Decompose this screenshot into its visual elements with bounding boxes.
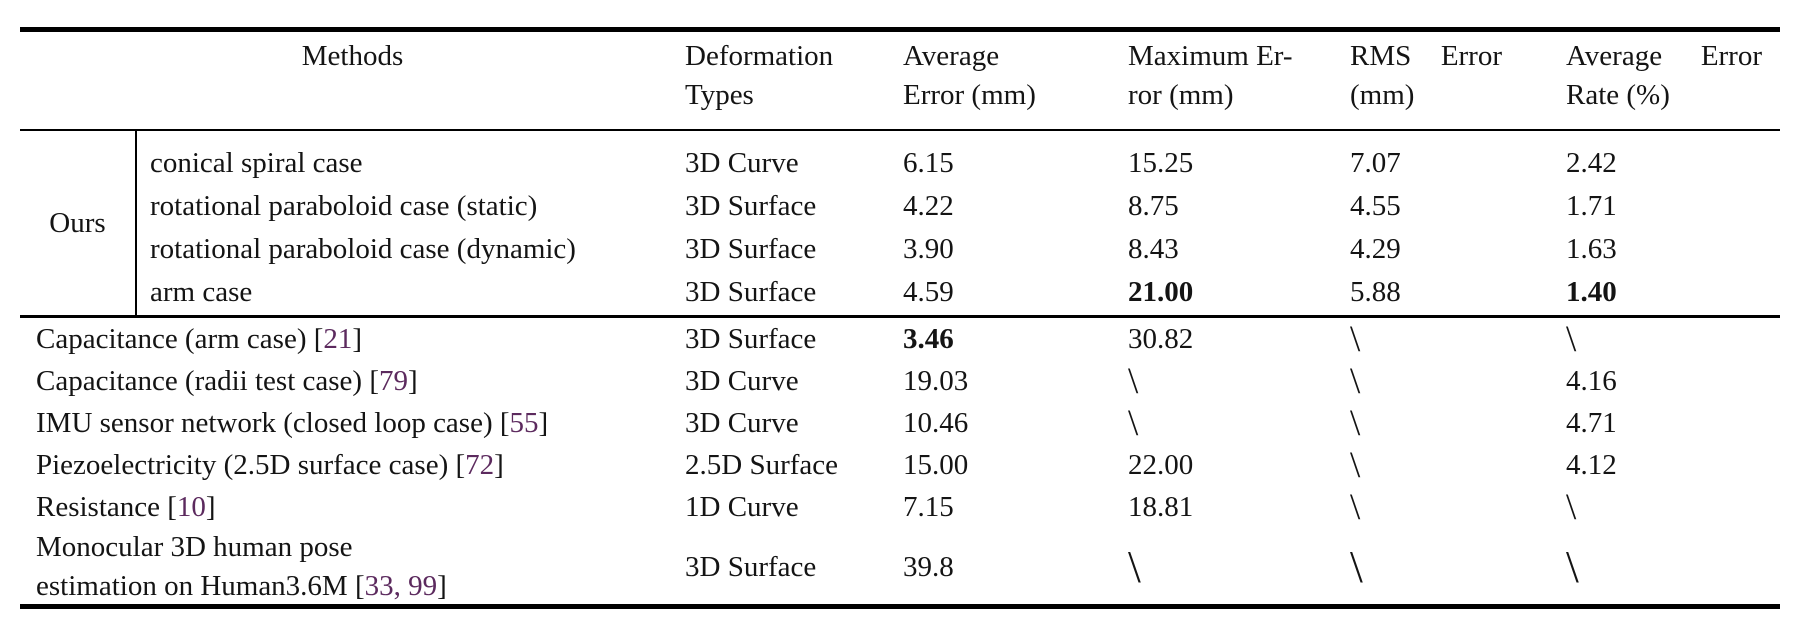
average-error-cell: 4.59	[903, 276, 954, 308]
ours-group-divider	[135, 131, 137, 316]
maximum-error-cell: 30.82	[1128, 322, 1194, 355]
method-cell: Resistance [10]	[36, 490, 216, 523]
method-line-1: Monocular 3D human pose	[36, 531, 353, 563]
average-error-cell: 3.90	[903, 233, 954, 265]
rms-error-cell: 7.07	[1350, 147, 1401, 179]
citation-link[interactable]: 55	[509, 406, 539, 439]
average-error-cell: 3.46	[903, 322, 954, 355]
average-error-cell: 10.46	[903, 406, 969, 439]
deformation-cell: 3D Surface	[685, 276, 817, 308]
maximum-error-cell: 15.25	[1128, 147, 1194, 179]
deformation-cell: 3D Surface	[685, 550, 817, 583]
average-error-rate-cell: 1.71	[1566, 190, 1617, 222]
table-row: Monocular 3D human pose estimation on Hu…	[20, 528, 1780, 604]
method-cell: arm case	[150, 276, 253, 308]
average-error-rate-cell: 1.63	[1566, 233, 1617, 265]
table-row: IMU sensor network (closed loop case) [5…	[20, 402, 1780, 444]
average-error-rate-cell: \	[1566, 318, 1577, 360]
method-cell: conical spiral case	[150, 147, 363, 179]
ours-group-rows: conical spiral case 3D Curve 6.15 15.25 …	[135, 142, 1780, 314]
table-row: Capacitance (arm case) [21] 3D Surface 3…	[20, 318, 1780, 360]
citation-link[interactable]: 33, 99	[364, 570, 438, 602]
method-cell: Monocular 3D human pose estimation on Hu…	[20, 528, 685, 606]
table-row: Piezoelectricity (2.5D surface case) [72…	[20, 444, 1780, 486]
maximum-error-cell: 8.43	[1128, 233, 1179, 265]
average-error-rate-cell: 2.42	[1566, 147, 1617, 179]
maximum-error-cell: 8.75	[1128, 190, 1179, 222]
average-error-cell: 19.03	[903, 364, 969, 397]
method-cell: Capacitance (radii test case) [79]	[36, 364, 418, 397]
average-error-cell: 6.15	[903, 147, 954, 179]
rms-error-cell: \	[1350, 444, 1361, 486]
bottom-rule	[20, 604, 1780, 609]
rms-error-cell: \	[1350, 318, 1361, 360]
method-line-2: estimation on Human3.6M [33, 99]	[36, 570, 447, 602]
col-header-deformation-types: Deformation Types	[685, 40, 834, 111]
citation-link[interactable]: 10	[176, 490, 206, 523]
average-error-cell: 7.15	[903, 490, 954, 523]
average-error-cell: 15.00	[903, 448, 969, 481]
top-rule	[20, 27, 1780, 32]
method-cell: rotational paraboloid case (dynamic)	[150, 233, 576, 265]
method-cell: Piezoelectricity (2.5D surface case) [72…	[36, 448, 504, 481]
table-row: Capacitance (radii test case) [79] 3D Cu…	[20, 360, 1780, 402]
rms-error-cell: 4.29	[1350, 233, 1401, 265]
average-error-cell: 4.22	[903, 190, 954, 222]
average-error-rate-cell: 4.12	[1566, 448, 1617, 481]
average-error-rate-cell: \	[1566, 541, 1579, 592]
maximum-error-cell: 18.81	[1128, 490, 1194, 523]
col-header-methods: Methods	[20, 37, 685, 115]
col-header-maximum-error: Maximum Er- ror (mm)	[1128, 40, 1293, 111]
maximum-error-cell: 22.00	[1128, 448, 1194, 481]
rms-error-cell: \	[1350, 486, 1361, 528]
baseline-methods-section: Capacitance (arm case) [21] 3D Surface 3…	[20, 318, 1780, 604]
average-error-rate-cell: 4.16	[1566, 364, 1617, 397]
citation-link[interactable]: 79	[378, 364, 408, 397]
rms-error-cell: \	[1350, 402, 1361, 444]
header-rule	[20, 129, 1780, 131]
average-error-rate-cell: 1.40	[1566, 276, 1617, 308]
ours-group-section: Ours conical spiral case 3D Curve 6.15 1…	[20, 131, 1780, 316]
average-error-rate-cell: \	[1566, 486, 1577, 528]
rms-error-cell: \	[1350, 541, 1363, 592]
citation-link[interactable]: 72	[465, 448, 495, 481]
method-cell: Capacitance (arm case) [21]	[36, 322, 363, 355]
method-cell: IMU sensor network (closed loop case) [5…	[36, 406, 549, 439]
ours-group-label: Ours	[49, 207, 106, 239]
average-error-cell: 39.8	[903, 550, 954, 583]
deformation-cell: 3D Curve	[685, 406, 799, 439]
col-header-average-error: Average Error (mm)	[903, 40, 1036, 111]
col-header-methods-label: Methods	[301, 40, 404, 72]
col-header-rms-error: RMS Error (mm)	[1350, 40, 1502, 111]
maximum-error-cell: 21.00	[1128, 276, 1194, 308]
col-header-average-error-rate: Average Error Rate (%)	[1566, 40, 1762, 111]
table-row: Resistance [10] 1D Curve 7.15 18.81 \ \	[20, 486, 1780, 528]
rms-error-cell: \	[1350, 360, 1361, 402]
method-cell: rotational paraboloid case (static)	[150, 190, 538, 222]
deformation-cell: 3D Curve	[685, 147, 799, 179]
citation-link[interactable]: 21	[323, 322, 353, 355]
rms-error-cell: 4.55	[1350, 190, 1401, 222]
average-error-rate-cell: 4.71	[1566, 406, 1617, 439]
maximum-error-cell: \	[1128, 402, 1139, 444]
maximum-error-cell: \	[1128, 541, 1141, 592]
maximum-error-cell: \	[1128, 360, 1139, 402]
deformation-cell: 3D Surface	[685, 233, 817, 265]
rms-error-cell: 5.88	[1350, 276, 1401, 308]
deformation-cell: 1D Curve	[685, 490, 799, 523]
table-header: Methods Deformation Types Average Error …	[20, 37, 1780, 115]
deformation-cell: 2.5D Surface	[685, 448, 839, 481]
deformation-cell: 3D Curve	[685, 364, 799, 397]
mid-rule	[20, 315, 1780, 318]
deformation-cell: 3D Surface	[685, 190, 817, 222]
deformation-cell: 3D Surface	[685, 322, 817, 355]
